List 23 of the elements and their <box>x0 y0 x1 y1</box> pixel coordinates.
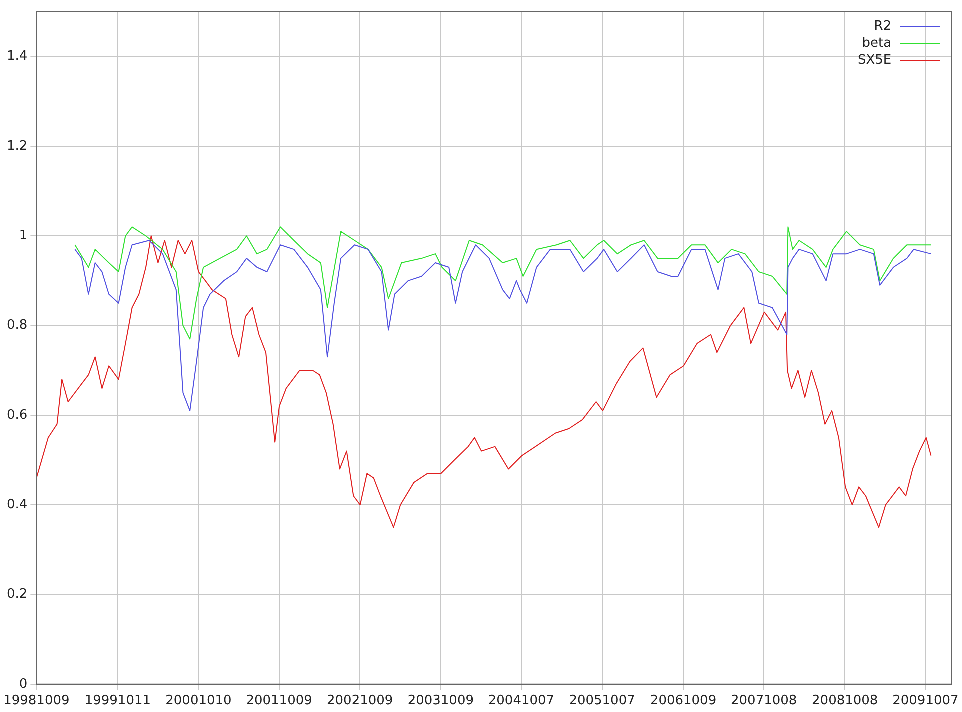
x-tick-label: 20001010 <box>166 694 232 709</box>
x-tick-label: 20031009 <box>408 694 474 709</box>
x-tick-label: 19991011 <box>84 694 151 709</box>
x-tick-label: 20021009 <box>327 694 394 709</box>
x-tick-label: 20041007 <box>488 694 555 709</box>
x-tick-label: 19981009 <box>4 694 70 709</box>
legend-label: SX5E <box>858 53 892 68</box>
x-tick-label: 20061009 <box>650 694 717 709</box>
y-tick-label: 1 <box>19 228 28 244</box>
y-tick-label: 0.6 <box>6 408 28 423</box>
y-tick-label: 0.2 <box>6 587 28 602</box>
legend-label: R2 <box>874 19 892 34</box>
x-tick-label: 20051007 <box>569 694 636 709</box>
y-tick-label: 1.4 <box>6 49 28 64</box>
legend-label: beta <box>862 36 892 51</box>
y-tick-label: 0.8 <box>6 318 28 334</box>
x-tick-label: 20081008 <box>812 694 878 709</box>
x-tick-label: 20071008 <box>731 694 798 709</box>
y-tick-label: 0.4 <box>6 497 28 512</box>
y-tick-label: 1.2 <box>6 138 28 154</box>
x-tick-label: 20091007 <box>892 694 959 709</box>
x-tick-label: 20011009 <box>246 694 312 709</box>
y-tick-label: 0 <box>19 676 28 692</box>
